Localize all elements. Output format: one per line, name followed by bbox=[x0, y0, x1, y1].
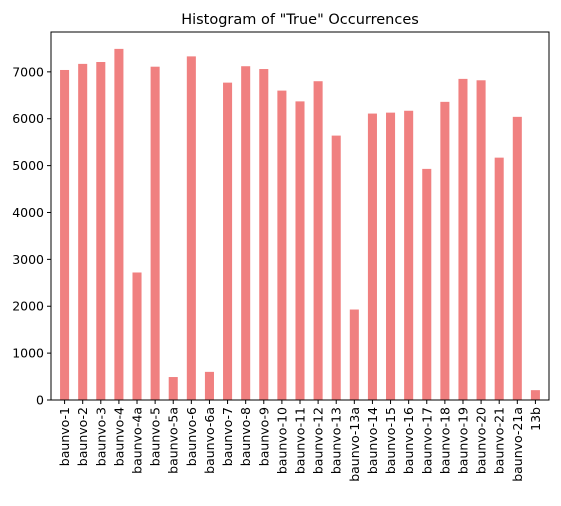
y-tick-label: 2000 bbox=[12, 299, 44, 314]
x-tick-label: baunvo-9 bbox=[256, 407, 271, 466]
bar-baunvo-1 bbox=[60, 69, 70, 400]
bar-baunvo-4 bbox=[114, 48, 124, 400]
bar-baunvo-13 bbox=[331, 135, 341, 400]
x-tick-label: baunvo-18 bbox=[437, 407, 452, 474]
x-tick-label: baunvo-3 bbox=[93, 407, 108, 466]
bar-baunvo-6a bbox=[204, 371, 214, 400]
x-tick-label: baunvo-2 bbox=[75, 407, 90, 466]
x-tick-label: baunvo-17 bbox=[419, 407, 434, 474]
y-tick-label: 0 bbox=[36, 393, 44, 408]
bar-baunvo-20 bbox=[476, 80, 486, 400]
bar-baunvo-15 bbox=[386, 112, 396, 400]
x-tick-label: baunvo-6 bbox=[184, 407, 199, 466]
bars-group bbox=[60, 48, 540, 400]
bar-baunvo-4a bbox=[132, 272, 142, 400]
x-tick-label: baunvo-10 bbox=[274, 407, 289, 474]
x-tick-label: baunvo-14 bbox=[365, 407, 380, 474]
x-tick-label: baunvo-8 bbox=[238, 407, 253, 466]
bar-baunvo-3 bbox=[96, 62, 106, 400]
x-tick-label: baunvo-5a bbox=[166, 407, 181, 474]
bar-baunvo-5a bbox=[168, 377, 178, 400]
bar-13b bbox=[530, 390, 540, 400]
x-tick-label: baunvo-12 bbox=[311, 407, 326, 474]
x-tick-label: baunvo-13a bbox=[347, 407, 362, 482]
bar-baunvo-13a bbox=[349, 309, 359, 400]
x-tick-label: baunvo-21 bbox=[492, 407, 507, 474]
x-tick-label: baunvo-5 bbox=[148, 407, 163, 466]
x-axis: baunvo-1 baunvo-2 baunvo-3 baunvo-4 baunvo-4… bbox=[57, 400, 543, 482]
bar-baunvo-16 bbox=[404, 110, 414, 400]
chart-title: Histogram of "True" Occurrences bbox=[181, 12, 419, 28]
x-tick-label: baunvo-16 bbox=[401, 407, 416, 474]
x-tick-label: baunvo-21a bbox=[510, 407, 525, 482]
x-tick-label: baunvo-15 bbox=[383, 407, 398, 474]
bar-baunvo-8 bbox=[241, 66, 251, 400]
bar-baunvo-21 bbox=[494, 157, 504, 400]
bar-baunvo-6 bbox=[186, 56, 196, 400]
x-tick-label: baunvo-1 bbox=[57, 407, 72, 466]
bar-baunvo-5 bbox=[150, 66, 160, 400]
x-tick-label: baunvo-7 bbox=[220, 407, 235, 466]
bar-baunvo-12 bbox=[313, 81, 323, 400]
y-tick-label: 4000 bbox=[12, 205, 44, 220]
x-tick-label: baunvo-13 bbox=[329, 407, 344, 474]
bar-baunvo-17 bbox=[422, 168, 432, 400]
x-tick-label: baunvo-19 bbox=[455, 407, 470, 474]
y-tick-label: 5000 bbox=[12, 158, 44, 173]
x-tick-label: baunvo-11 bbox=[293, 407, 308, 474]
bar-baunvo-10 bbox=[277, 90, 287, 400]
bar-baunvo-7 bbox=[223, 82, 233, 400]
x-tick-label: baunvo-4a bbox=[130, 407, 145, 474]
bar-baunvo-18 bbox=[440, 101, 450, 400]
y-tick-label: 6000 bbox=[12, 111, 44, 126]
bar-baunvo-11 bbox=[295, 101, 305, 400]
y-tick-label: 1000 bbox=[12, 346, 44, 361]
x-tick-label: 13b bbox=[528, 407, 543, 431]
bar-baunvo-21a bbox=[512, 116, 522, 400]
bar-baunvo-9 bbox=[259, 69, 269, 400]
x-tick-label: baunvo-4 bbox=[111, 407, 126, 466]
y-tick-label: 3000 bbox=[12, 252, 44, 267]
bar-baunvo-14 bbox=[367, 113, 377, 400]
plot-frame bbox=[50, 31, 550, 401]
bar-baunvo-19 bbox=[458, 78, 468, 400]
x-tick-label: baunvo-20 bbox=[474, 407, 489, 474]
y-axis: 0 1000 2000 3000 4000 5000 6000 7000 bbox=[12, 64, 51, 408]
bar-baunvo-2 bbox=[78, 63, 88, 400]
y-tick-label: 7000 bbox=[12, 64, 44, 79]
x-tick-label: baunvo-6a bbox=[202, 407, 217, 474]
